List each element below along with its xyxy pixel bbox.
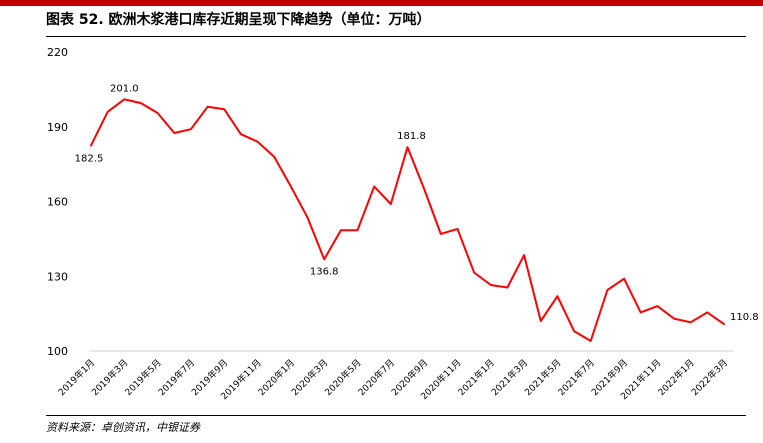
x-axis: 2019年1月2019年3月2019年5月2019年7月2019年9月2019年… [56, 350, 733, 402]
y-tick-label: 190 [47, 121, 68, 134]
title-divider [46, 36, 746, 37]
top-accent-bar [0, 0, 763, 6]
data-label: 201.0 [110, 83, 139, 94]
y-tick-label: 130 [47, 270, 68, 283]
series-group [90, 98, 725, 342]
data-label: 182.5 [75, 153, 104, 164]
data-labels: 182.5 201.0 136.8 181.8 110.8 [75, 83, 759, 323]
series-line [90, 98, 725, 342]
data-label: 136.8 [310, 266, 339, 277]
y-tick-label: 160 [47, 196, 68, 209]
y-axis: 100 130 160 190 220 [47, 46, 68, 358]
footer-divider [46, 415, 746, 416]
data-label: 181.8 [397, 131, 426, 142]
line-chart: 100 130 160 190 220 2019年1月2019年3月2019年5月201… [47, 46, 759, 402]
y-tick-label: 100 [47, 345, 68, 358]
source-note: 资料来源：卓创资讯，中银证券 [46, 421, 200, 434]
data-label: 110.8 [730, 312, 759, 323]
chart-title: 图表 52. 欧洲木浆港口库存近期呈现下降趋势（单位：万吨） [46, 12, 431, 28]
y-tick-label: 220 [47, 46, 68, 59]
x-tick-label: 2022年3月 [689, 357, 730, 398]
